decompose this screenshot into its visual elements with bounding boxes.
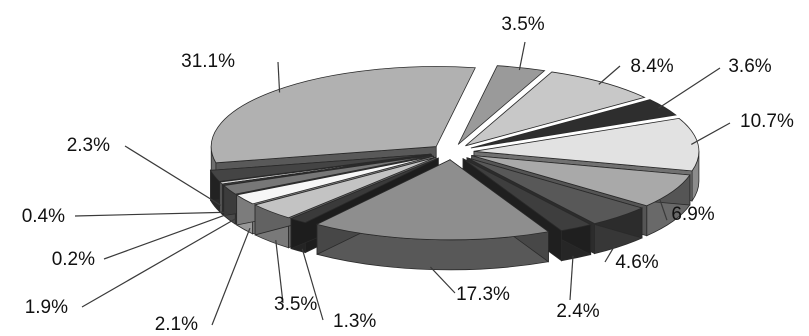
slice-label: 2.4% — [556, 301, 599, 322]
leader-line — [518, 41, 526, 71]
slice-label: 4.6% — [615, 252, 658, 273]
slice-label: 2.3% — [67, 135, 110, 156]
leader-line — [275, 239, 284, 304]
pie-slice — [457, 65, 546, 145]
slice-label: 0.4% — [22, 206, 65, 227]
slice-label: 6.9% — [671, 204, 714, 225]
slice-label: 8.4% — [630, 56, 673, 77]
slice-label: 17.3% — [456, 284, 510, 305]
leader-line — [598, 65, 621, 85]
leader-line — [81, 218, 236, 308]
leader-line — [659, 199, 668, 221]
leader-line — [74, 211, 228, 217]
leader-line — [658, 67, 721, 109]
leader-line — [569, 255, 574, 301]
slice-label: 31.1% — [181, 51, 235, 72]
slice-label: 3.5% — [501, 14, 544, 35]
pie-slice — [470, 99, 677, 149]
pie-slice — [315, 159, 550, 271]
leader-line — [691, 122, 731, 145]
slice-label: 3.5% — [274, 294, 317, 315]
leader-line — [124, 145, 222, 206]
slice-label: 1.3% — [333, 311, 376, 332]
slice-label: 2.1% — [155, 314, 198, 335]
leader-line — [430, 266, 456, 294]
slice-label: 10.7% — [740, 111, 794, 132]
slice-label: 3.6% — [728, 56, 771, 77]
leader-line — [277, 61, 281, 93]
leader-line — [301, 248, 324, 321]
leader-line — [604, 244, 616, 263]
leader-line — [103, 213, 230, 260]
pie-slice — [465, 71, 646, 147]
leader-line — [211, 227, 251, 326]
leader-lines — [74, 41, 731, 326]
slice-label: 1.9% — [25, 297, 68, 318]
slice-labels: 3.5% 8.4% 3.6% 10.7% 6.9% 4.6% 2.4% 17.3% 1.3% 3.… — [22, 14, 794, 335]
pie-slices — [209, 65, 700, 271]
slice-label: 0.2% — [52, 249, 95, 270]
